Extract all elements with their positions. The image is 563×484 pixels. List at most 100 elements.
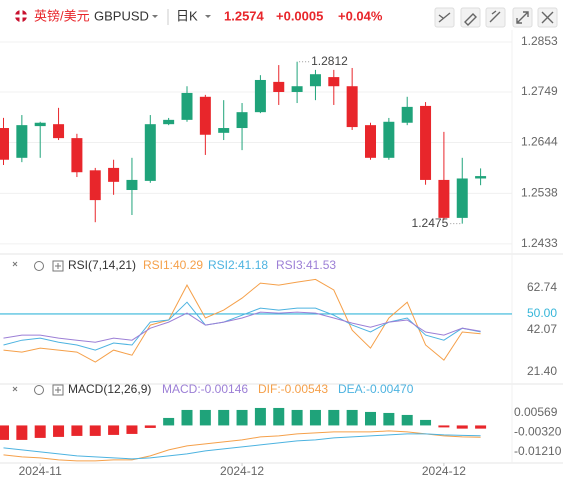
close-icon[interactable] <box>12 261 18 267</box>
histogram-bar <box>144 425 156 428</box>
high-annotation: 1.2812 <box>311 54 348 68</box>
histogram-bar <box>420 419 432 426</box>
histogram-bar <box>475 425 487 429</box>
tool-button[interactable] <box>460 7 481 28</box>
rsi-icons <box>12 260 64 272</box>
low-annotation: 1.2475 <box>412 216 449 230</box>
legend-entry: MACD:-0.00146 <box>162 382 248 396</box>
candle-body <box>309 74 321 87</box>
y-tick-label: 62.74 <box>527 280 557 294</box>
histogram-bar <box>309 409 321 426</box>
y-tick-label: 0.00569 <box>514 405 558 419</box>
histogram-bar <box>236 409 248 426</box>
candle-body <box>236 112 248 129</box>
close-icon[interactable] <box>12 386 18 392</box>
candle-body <box>181 92 193 120</box>
histogram-bar <box>383 412 395 426</box>
candle-body <box>126 179 138 191</box>
y-tick-label: 21.40 <box>527 364 557 378</box>
candle-body <box>456 178 468 218</box>
histogram-bar <box>346 409 358 426</box>
toolbar-icons <box>438 10 554 26</box>
y-tick-label: -0.00320 <box>514 425 562 439</box>
candle-body <box>365 125 376 158</box>
candle-body <box>0 128 9 160</box>
tool-button[interactable] <box>485 7 506 28</box>
histogram-bar <box>328 409 340 426</box>
candle-body <box>438 179 450 218</box>
x-tick-label: 2024-12 <box>422 464 466 478</box>
histogram-bar <box>181 409 193 426</box>
candle-body <box>401 106 413 123</box>
period[interactable]: 日K <box>176 8 198 23</box>
legend-entry: RSI1:40.29 <box>143 258 203 272</box>
legend-entry: RSI3:41.53 <box>276 258 336 272</box>
histogram-bar <box>53 425 65 437</box>
indicator-line <box>3 301 481 351</box>
indicator-line <box>3 278 481 363</box>
pair-name[interactable]: 英镑/美元 <box>34 8 90 23</box>
histogram-bar <box>401 414 413 426</box>
histogram-bar <box>163 417 175 426</box>
dropdown-arrow[interactable] <box>152 15 158 18</box>
price-change-pct: +0.04% <box>338 8 383 23</box>
y-tick-label: 1.2644 <box>521 135 558 149</box>
toolbar <box>434 7 558 28</box>
y-tick-label: 1.2853 <box>521 34 558 48</box>
dropdown-arrow[interactable] <box>205 15 211 18</box>
histogram-bar <box>126 425 138 434</box>
y-tick-label: 42.07 <box>527 322 557 336</box>
candle-body <box>108 167 120 182</box>
y-tick-label: -0.01210 <box>514 444 562 458</box>
histogram-bar <box>34 425 46 438</box>
expand-icon[interactable] <box>52 260 64 272</box>
candle-body <box>34 122 46 127</box>
indicator-line <box>3 430 481 462</box>
macd-icons <box>12 384 64 396</box>
y-tick-label: 1.2538 <box>521 186 558 200</box>
candle-body <box>383 121 395 158</box>
histogram-bar <box>0 425 9 440</box>
candle-body <box>163 119 175 125</box>
y-tick-label: 1.2749 <box>521 84 558 98</box>
indicator-title: MACD(12,26,9) <box>68 382 151 396</box>
legend-entry: DIF:-0.00543 <box>258 382 328 396</box>
histogram-bar <box>254 407 266 426</box>
expand-icon[interactable] <box>52 384 64 396</box>
candle-body <box>199 96 211 135</box>
histogram-bar <box>365 411 376 426</box>
flag-icon <box>15 10 27 22</box>
y-tick-label: 50.00 <box>527 306 557 320</box>
candle-body <box>218 128 230 133</box>
symbol[interactable]: GBPUSD <box>94 8 149 23</box>
histogram-bar <box>16 425 28 440</box>
price: 1.2574 <box>224 8 265 23</box>
histogram-bar <box>71 425 83 436</box>
candle-body <box>89 170 101 201</box>
histogram-bar <box>291 409 303 426</box>
candle-body <box>273 81 285 92</box>
price-change: +0.0005 <box>276 8 323 23</box>
settings-icon[interactable] <box>34 261 44 271</box>
candle-body <box>328 77 340 87</box>
histogram-bar <box>108 425 120 435</box>
candle-body <box>420 105 432 180</box>
indicator-line <box>3 433 481 460</box>
candle-body <box>346 86 358 128</box>
candle-body <box>16 125 28 158</box>
x-tick-label: 2024-11 <box>19 464 62 478</box>
histogram-bar <box>218 409 230 426</box>
candle-body <box>291 86 303 92</box>
candle-body <box>475 176 487 179</box>
indicator-title: RSI(7,14,21) <box>68 258 136 272</box>
histogram-bar <box>273 407 285 426</box>
indicator-line <box>3 311 481 343</box>
y-tick-label: 1.2433 <box>521 236 558 250</box>
settings-icon[interactable] <box>34 385 44 395</box>
histogram-bar <box>456 425 468 429</box>
x-tick-label: 2024-12 <box>220 464 264 478</box>
legend-entry: RSI2:41.18 <box>208 258 268 272</box>
candle-body <box>53 124 65 139</box>
